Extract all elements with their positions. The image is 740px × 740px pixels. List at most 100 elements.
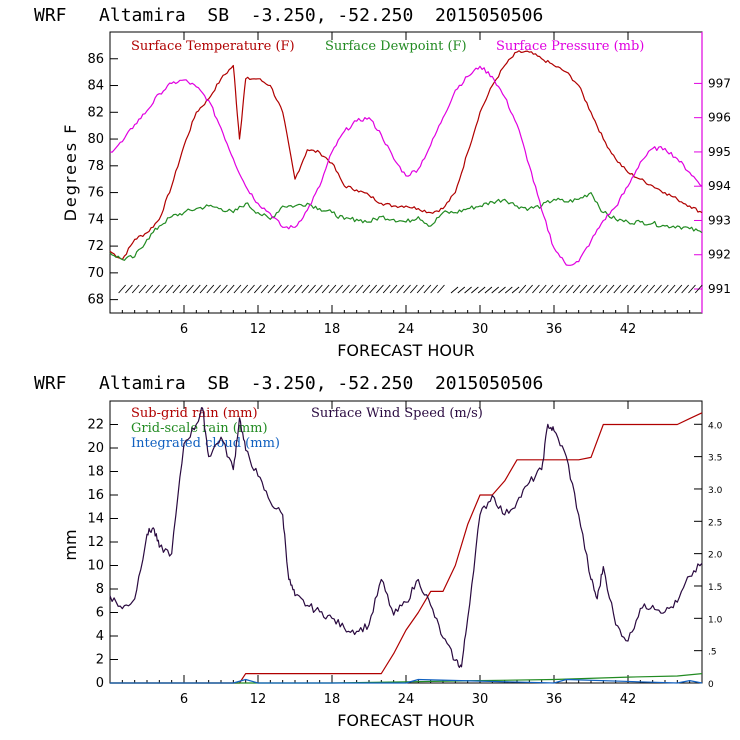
wind-barb (179, 284, 188, 294)
wind-barb (362, 284, 371, 294)
wind-barb (192, 284, 201, 294)
wind-barb (274, 284, 282, 294)
y-tick-label: 68 (87, 293, 104, 308)
y-tick-label: 74 (87, 212, 104, 227)
y2-tick-label: 994 (708, 179, 731, 193)
wind-barb (464, 286, 472, 294)
y-tick-label: 76 (87, 186, 104, 201)
chart2-series (109, 407, 703, 684)
y-tick-label: 72 (87, 239, 104, 254)
y2-tick-label: 997 (708, 76, 731, 90)
series-line-sub-grid-rain-mm (110, 412, 703, 684)
chart2-y-label: mm (61, 529, 80, 560)
wind-barb (518, 284, 527, 294)
wind-barb (138, 284, 147, 294)
y-tick-label: 70 (87, 266, 104, 281)
y-tick-label: 2 (96, 653, 104, 668)
y-tick-label: 6 (96, 606, 104, 621)
y-tick-label: 20 (87, 441, 104, 456)
wind-barb (565, 284, 574, 294)
wind-barb (694, 284, 703, 294)
chart1-legend-temperature: Surface Temperature (F) (131, 39, 295, 54)
wind-barb (416, 284, 425, 294)
wind-barb (260, 284, 269, 294)
wind-barb (660, 284, 669, 294)
wind-barb (477, 286, 486, 294)
wind-barb (613, 284, 622, 294)
x-tick-label: 24 (398, 692, 415, 707)
chart2-legend-subgrid: Sub-grid rain (mm) (131, 406, 258, 421)
y2-tick-label: 991 (708, 282, 731, 296)
wind-barb (640, 284, 649, 294)
x-tick-label: 24 (398, 322, 415, 337)
x-tick-label: 36 (546, 322, 563, 337)
wind-barb (559, 284, 567, 294)
wind-barb (450, 286, 459, 294)
chart1-plot-frame (109, 31, 703, 314)
x-tick-label: 30 (472, 322, 489, 337)
y2-tick-label: 2.5 (708, 518, 722, 528)
wind-barb (579, 284, 588, 294)
chart2-legend-grid: Grid-scale rain (mm) (131, 421, 268, 436)
y2-tick-label: 1.0 (708, 615, 723, 625)
wind-barb (335, 284, 344, 294)
chart1-ticks: 6 12 18 24 30 36 42 68 70 72 74 76 78 80 82 84 86 991 992 9… (87, 32, 731, 337)
y2-tick-label: 3.0 (708, 486, 723, 496)
x-tick-label: 6 (180, 322, 188, 337)
wind-barb (471, 286, 479, 294)
y-tick-label: 22 (87, 418, 104, 433)
wind-barb (525, 284, 533, 294)
wind-barb (253, 284, 262, 294)
wind-barb (315, 284, 323, 294)
y2-tick-label: 993 (708, 213, 731, 227)
chart2-legend-wind: Surface Wind Speed (m/s) (311, 406, 483, 421)
chart1-y-label: Degrees F (61, 123, 80, 222)
wind-barb (457, 286, 466, 294)
series-line-integrated-cloud-mm (110, 678, 703, 684)
wind-barb (389, 284, 398, 294)
x-tick-label: 6 (180, 692, 188, 707)
wind-barb (206, 284, 215, 294)
y2-tick-label: 4.0 (708, 421, 723, 431)
wind-barb (355, 284, 364, 294)
chart1-legend-pressure: Surface Pressure (mb) (496, 39, 644, 54)
y-tick-label: 86 (87, 52, 104, 67)
y-tick-label: 10 (87, 559, 104, 574)
y-tick-label: 80 (87, 132, 104, 147)
series-line-surface-pressure-mb (109, 65, 703, 266)
wind-barb (491, 286, 500, 294)
wind-barb (593, 284, 601, 294)
wind-barb (294, 284, 303, 294)
wind-barb (172, 284, 181, 294)
wind-barb (281, 284, 289, 294)
wind-barb (409, 284, 418, 294)
wind-barb (247, 284, 255, 294)
wind-barb (599, 284, 608, 294)
wind-barb (199, 284, 208, 294)
y-tick-label: 12 (87, 535, 104, 550)
x-tick-label: 18 (324, 692, 341, 707)
wind-barb (267, 284, 276, 294)
wind-barb (213, 284, 221, 294)
wind-barb (504, 286, 513, 294)
wind-barb (165, 284, 174, 294)
y-tick-label: 14 (87, 512, 104, 527)
wind-barb (376, 284, 384, 294)
y-tick-label: 0 (96, 676, 104, 691)
precipitation-chart: WRF Altamira SB -3.250, -52.250 20150505… (34, 373, 723, 730)
temperature-chart: WRF Altamira SB -3.250, -52.250 20150505… (34, 5, 731, 360)
wind-barb (606, 284, 615, 294)
wind-barb (396, 284, 405, 294)
y2-tick-label: 995 (708, 145, 731, 159)
chart1-wind-barbs (118, 284, 703, 294)
wind-barb (688, 284, 696, 294)
wind-barb (240, 284, 249, 294)
chart2-x-label: FORECAST HOUR (337, 711, 475, 730)
wind-barb (627, 284, 635, 294)
x-tick-label: 12 (250, 692, 267, 707)
y2-tick-label: 2.0 (708, 551, 723, 561)
chart2-title: WRF Altamira SB -3.250, -52.250 20150505… (34, 373, 543, 394)
chart1-series (109, 50, 703, 266)
wind-barb (654, 284, 662, 294)
